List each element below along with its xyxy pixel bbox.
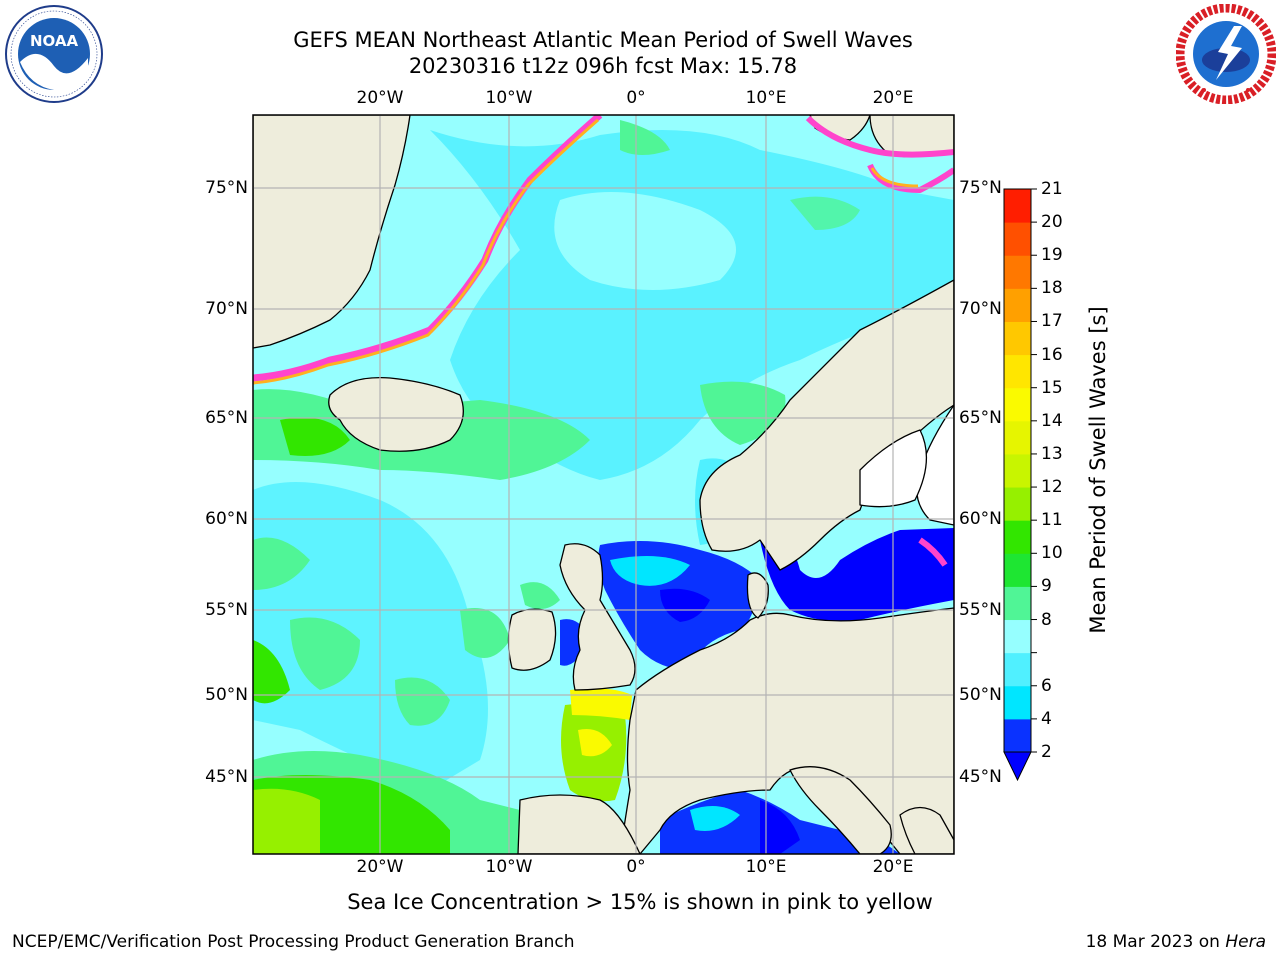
colorbar-tick-label: 14 bbox=[1041, 410, 1063, 431]
machine-name: Hera bbox=[1225, 932, 1266, 952]
colorbar-swatch bbox=[1004, 652, 1031, 687]
lat-tick-right-75n: 75°N bbox=[959, 178, 1002, 198]
colorbar-tick-label: 8 bbox=[1041, 609, 1052, 630]
colorbar-tick-label: 4 bbox=[1041, 708, 1052, 729]
colorbar-tick-label: 18 bbox=[1041, 278, 1063, 299]
colorbar-frame bbox=[1003, 188, 1032, 753]
colorbar-swatch bbox=[1004, 255, 1031, 289]
colorbar-tick-label: 11 bbox=[1041, 510, 1063, 531]
colorbar-swatch bbox=[1004, 222, 1031, 256]
lat-tick-right-70n: 70°N bbox=[959, 299, 1002, 319]
colorbar-tick-label: 2 bbox=[1041, 742, 1052, 762]
colorbar-swatch bbox=[1004, 189, 1031, 223]
lat-tick-left-45n: 45°N bbox=[205, 767, 248, 787]
colorbar-tick-label: 10 bbox=[1041, 543, 1063, 564]
nws-logo bbox=[1176, 4, 1276, 104]
lon-tick-top-20w: 20°W bbox=[356, 88, 404, 108]
colorbar-swatch bbox=[1004, 586, 1031, 621]
colorbar-swatch bbox=[1004, 387, 1031, 422]
colorbar-tick-label: 19 bbox=[1041, 245, 1063, 266]
lat-tick-left-60n: 60°N bbox=[205, 509, 248, 529]
lon-tick-bottom-20w: 20°W bbox=[356, 857, 404, 877]
colorbar-swatch bbox=[1004, 420, 1031, 455]
noaa-logo-text: NOAA bbox=[30, 32, 79, 50]
lat-tick-left-50n: 50°N bbox=[205, 685, 248, 705]
colorbar-title: Mean Period of Swell Waves [s] bbox=[1086, 306, 1110, 634]
colorbar-swatch bbox=[1004, 619, 1031, 654]
sea-ice-edge bbox=[253, 115, 954, 567]
lon-tick-top-20e: 20°E bbox=[872, 88, 914, 108]
map-frame bbox=[252, 114, 955, 855]
lon-tick-bottom-10w: 10°W bbox=[485, 857, 533, 877]
colorbar-tick-label: 21 bbox=[1041, 179, 1063, 199]
colorbar-swatch bbox=[1004, 288, 1031, 322]
lat-tick-right-50n: 50°N bbox=[959, 685, 1002, 705]
colorbar bbox=[1003, 188, 1037, 782]
lon-tick-bottom-20e: 20°E bbox=[872, 857, 914, 877]
lon-tick-top-10w: 10°W bbox=[485, 88, 533, 108]
colorbar-swatch bbox=[1004, 453, 1031, 488]
colorbar-swatch bbox=[1004, 487, 1031, 521]
colorbar-swatch bbox=[1004, 520, 1031, 554]
colorbar-tick-label: 17 bbox=[1041, 311, 1063, 332]
lat-tick-right-45n: 45°N bbox=[959, 767, 1002, 787]
sea-ice-note: Sea Ice Concentration > 15% is shown in … bbox=[347, 890, 933, 914]
colorbar-tick-label: 16 bbox=[1041, 344, 1063, 365]
lat-tick-right-65n: 65°N bbox=[959, 408, 1002, 428]
lat-tick-left-65n: 65°N bbox=[205, 408, 248, 428]
noaa-logo: NOAA bbox=[5, 5, 103, 103]
lon-tick-top-0: 0° bbox=[626, 88, 646, 108]
land-masses bbox=[253, 115, 954, 854]
lat-tick-right-60n: 60°N bbox=[959, 509, 1002, 529]
lat-tick-left-55n: 55°N bbox=[205, 600, 248, 620]
colorbar-underflow-arrow bbox=[1003, 751, 1032, 782]
colorbar-tick-label: 12 bbox=[1041, 477, 1063, 498]
colorbar-swatch bbox=[1004, 685, 1031, 720]
map-subtitle: 20230316 t12z 096h fcst Max: 15.78 bbox=[408, 54, 798, 78]
colorbar-tick-label: 13 bbox=[1041, 443, 1063, 464]
lat-tick-right-55n: 55°N bbox=[959, 600, 1002, 620]
colorbar-tick-label: 20 bbox=[1041, 212, 1063, 233]
colorbar-swatch bbox=[1004, 553, 1031, 587]
colorbar-tick-label: 6 bbox=[1041, 675, 1052, 696]
colorbar-swatch bbox=[1004, 718, 1031, 753]
date-text: 18 Mar 2023 on bbox=[1085, 932, 1226, 952]
lat-tick-left-75n: 75°N bbox=[205, 178, 248, 198]
lon-tick-top-10e: 10°E bbox=[745, 88, 787, 108]
colorbar-swatch bbox=[1004, 321, 1031, 356]
colorbar-tick-label: 15 bbox=[1041, 377, 1063, 398]
lon-tick-bottom-10e: 10°E bbox=[745, 857, 787, 877]
lat-tick-left-70n: 70°N bbox=[205, 299, 248, 319]
colorbar-swatch bbox=[1004, 354, 1031, 389]
map-title: GEFS MEAN Northeast Atlantic Mean Period… bbox=[293, 28, 913, 52]
colorbar-tick-label: 9 bbox=[1041, 576, 1052, 597]
credit-text: NCEP/EMC/Verification Post Processing Pr… bbox=[12, 932, 575, 952]
date-stamp: 18 Mar 2023 on Hera bbox=[1086, 932, 1266, 952]
lon-tick-bottom-0: 0° bbox=[626, 857, 646, 877]
gridlines bbox=[253, 115, 954, 854]
